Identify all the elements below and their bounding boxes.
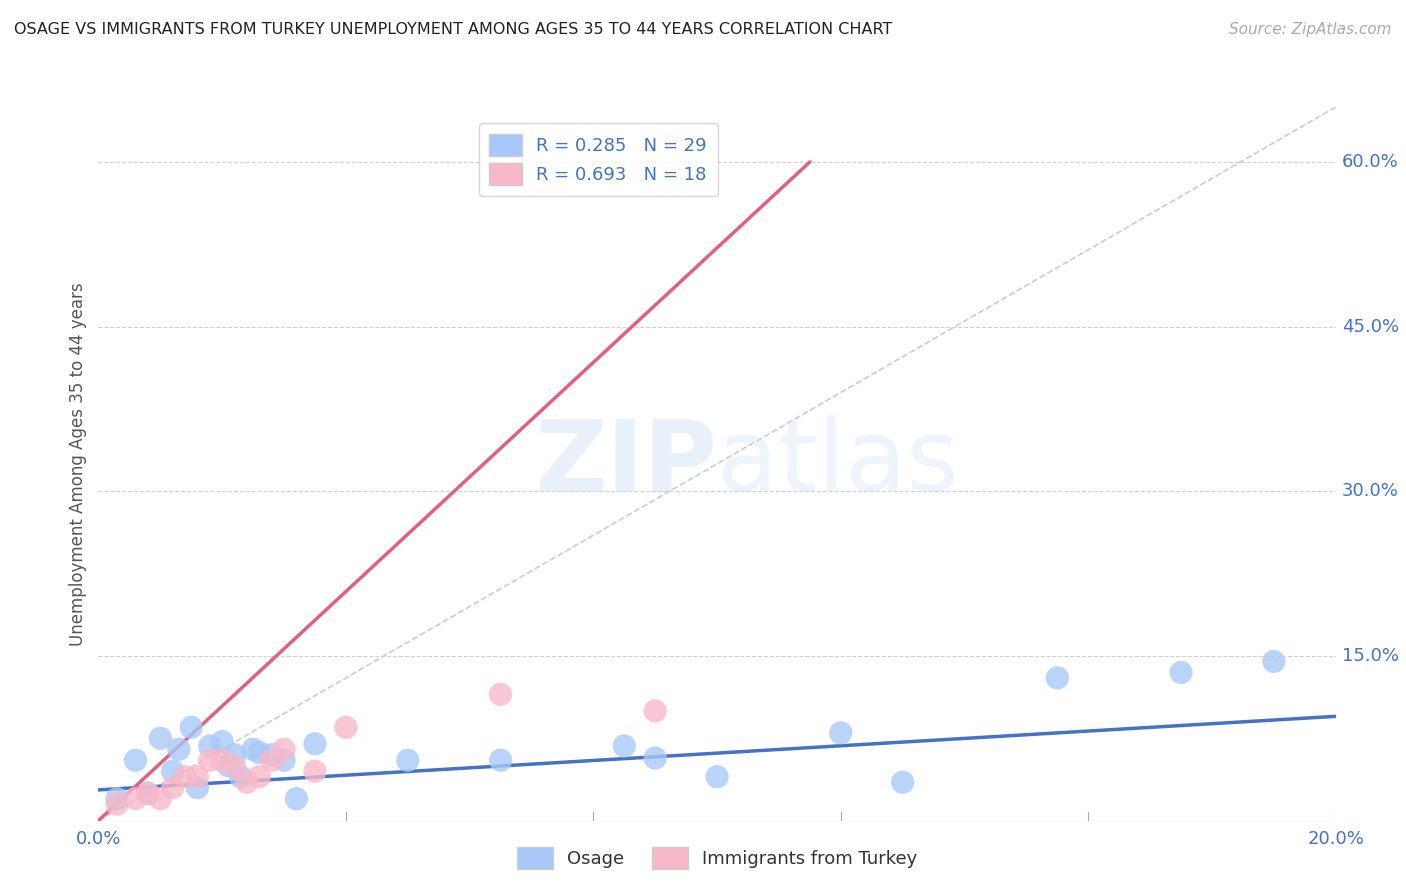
Point xyxy=(247,746,270,760)
Point xyxy=(830,726,852,740)
Point xyxy=(1263,655,1285,669)
Text: OSAGE VS IMMIGRANTS FROM TURKEY UNEMPLOYMENT AMONG AGES 35 TO 44 YEARS CORRELATI: OSAGE VS IMMIGRANTS FROM TURKEY UNEMPLOY… xyxy=(14,22,893,37)
Point xyxy=(260,753,283,767)
Point xyxy=(304,764,326,779)
Point xyxy=(613,739,636,753)
Point xyxy=(644,704,666,718)
Point xyxy=(198,739,221,753)
Point xyxy=(211,734,233,748)
Text: 30.0%: 30.0% xyxy=(1341,483,1399,500)
Point xyxy=(186,780,208,795)
Text: ZIP: ZIP xyxy=(534,416,717,512)
Point xyxy=(162,780,184,795)
Text: 60.0%: 60.0% xyxy=(1341,153,1399,171)
Point xyxy=(174,770,197,784)
Point xyxy=(162,764,184,779)
Point xyxy=(644,751,666,765)
Point xyxy=(273,742,295,756)
Point xyxy=(167,742,190,756)
Text: atlas: atlas xyxy=(717,416,959,512)
Point xyxy=(396,753,419,767)
Text: 15.0%: 15.0% xyxy=(1341,647,1399,665)
Point xyxy=(285,791,308,805)
Point xyxy=(149,731,172,746)
Point xyxy=(180,720,202,734)
Legend: Osage, Immigrants from Turkey: Osage, Immigrants from Turkey xyxy=(509,839,925,876)
Point xyxy=(124,753,146,767)
Text: Source: ZipAtlas.com: Source: ZipAtlas.com xyxy=(1229,22,1392,37)
Point xyxy=(186,770,208,784)
Point xyxy=(304,737,326,751)
Point xyxy=(224,747,246,762)
Point xyxy=(136,786,159,800)
Point xyxy=(891,775,914,789)
Point xyxy=(260,747,283,762)
Text: 45.0%: 45.0% xyxy=(1341,318,1399,335)
Point xyxy=(489,753,512,767)
Point xyxy=(211,753,233,767)
Point xyxy=(217,758,239,772)
Point xyxy=(335,720,357,734)
Point xyxy=(1046,671,1069,685)
Point xyxy=(242,742,264,756)
Point xyxy=(1170,665,1192,680)
Point xyxy=(273,753,295,767)
Point xyxy=(198,753,221,767)
Point xyxy=(149,791,172,805)
Point xyxy=(229,770,252,784)
Point xyxy=(247,770,270,784)
Y-axis label: Unemployment Among Ages 35 to 44 years: Unemployment Among Ages 35 to 44 years xyxy=(69,282,87,646)
Point xyxy=(706,770,728,784)
Point xyxy=(105,791,128,805)
Point xyxy=(136,786,159,800)
Point xyxy=(489,687,512,701)
Point xyxy=(105,797,128,812)
Point xyxy=(224,758,246,772)
Point xyxy=(236,775,259,789)
Point xyxy=(124,791,146,805)
